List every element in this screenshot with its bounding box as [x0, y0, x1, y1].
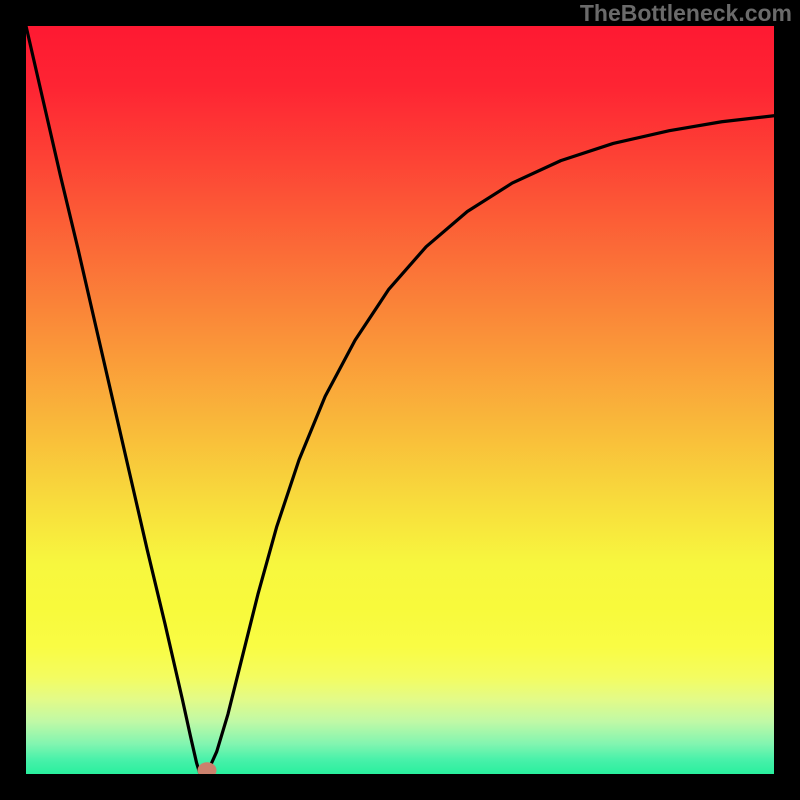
bottleneck-chart — [0, 0, 800, 800]
gradient-background — [26, 26, 774, 774]
watermark-text: TheBottleneck.com — [580, 0, 792, 27]
chart-container: TheBottleneck.com — [0, 0, 800, 800]
